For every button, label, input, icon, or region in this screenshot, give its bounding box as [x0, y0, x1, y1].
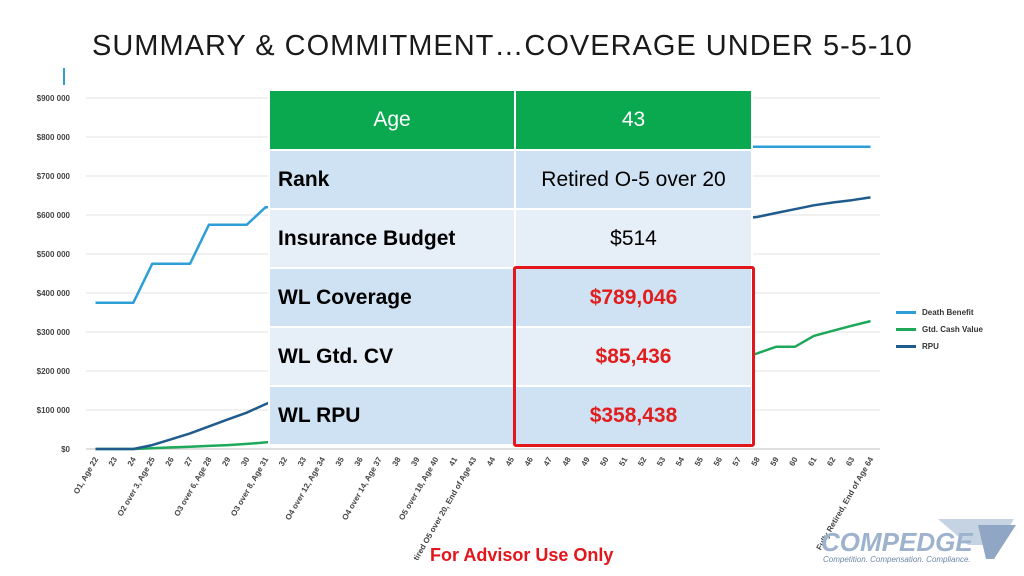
highlight-box [513, 266, 755, 447]
x-tick-label: 49 [579, 455, 592, 468]
x-tick-label: O2 over 3, Age 25 [116, 455, 157, 518]
x-tick-label: 60 [787, 455, 800, 468]
row-value: $514 [514, 208, 753, 269]
y-tick-label: $300 000 [37, 328, 71, 337]
x-tick-label: 57 [731, 455, 744, 468]
x-tick-label: 55 [693, 455, 706, 468]
logo-swoosh-icon [938, 519, 1016, 559]
x-tick-label: 38 [390, 455, 403, 468]
x-tick-label: 29 [220, 455, 233, 468]
row-value: $85,436 [514, 326, 753, 387]
x-tick-label: 63 [844, 455, 857, 468]
table-row: WL Coverage $789,046 [268, 267, 753, 328]
y-tick-label: $500 000 [37, 250, 71, 259]
x-tick-label: 44 [485, 455, 498, 468]
legend-swatch [896, 311, 916, 314]
x-tick-label: 45 [504, 455, 517, 468]
legend-item-death-benefit: Death Benefit [896, 304, 983, 321]
legend-item-rpu: RPU [896, 338, 983, 355]
x-tick-label: 48 [561, 455, 574, 468]
x-tick-label: 27 [182, 455, 195, 468]
title-accent-mark [63, 68, 65, 85]
table-row: Insurance Budget $514 [268, 208, 753, 269]
row-value: $789,046 [514, 267, 753, 328]
x-tick-label: 54 [674, 455, 687, 468]
legend-swatch [896, 328, 916, 331]
row-key: Insurance Budget [268, 208, 516, 269]
x-tick-label: 30 [239, 455, 252, 468]
footer-disclaimer: For Advisor Use Only [430, 545, 614, 565]
x-tick-label: O4 over 14, Age 37 [340, 455, 384, 522]
table-row: Rank Retired O-5 over 20 [268, 149, 753, 210]
x-tick-label: 50 [598, 455, 611, 468]
y-tick-label: $400 000 [37, 289, 71, 298]
legend-item-gtd-cash-value: Gtd. Cash Value [896, 321, 983, 338]
x-tick-label: O4 over 12, Age 34 [284, 455, 328, 522]
y-tick-label: $100 000 [37, 406, 71, 415]
x-tick-label: 56 [712, 455, 725, 468]
y-tick-label: $700 000 [37, 172, 71, 181]
x-tick-label: 61 [806, 455, 819, 468]
logo-tagline: Competition. Compensation. Compliance. [823, 555, 971, 564]
chart-legend: Death Benefit Gtd. Cash Value RPU [896, 304, 983, 355]
x-tick-label: 59 [769, 455, 782, 468]
y-tick-label: $600 000 [37, 211, 71, 220]
compedge-logo: COMPEDGE Competition. Compensation. Comp… [818, 515, 1018, 575]
legend-swatch [896, 345, 916, 348]
x-tick-label: 62 [825, 455, 838, 468]
row-key: WL Gtd. CV [268, 326, 516, 387]
row-key: WL Coverage [268, 267, 516, 328]
logo-word: COMPEDGE [821, 527, 973, 557]
table-header-row: Age 43 [268, 89, 753, 151]
y-tick-label: $200 000 [37, 367, 71, 376]
x-tick-label: 33 [296, 455, 309, 468]
row-key: Rank [268, 149, 516, 210]
legend-label: RPU [922, 342, 939, 351]
x-tick-label: O3 over 6, Age 28 [172, 455, 213, 518]
x-tick-label: 46 [523, 455, 536, 468]
x-tick-label: O1, Age 22 [72, 455, 101, 496]
x-tick-label: 53 [655, 455, 668, 468]
x-tick-label: 51 [617, 455, 630, 468]
x-tick-label: 39 [409, 455, 422, 468]
x-tick-label: 58 [750, 455, 763, 468]
x-tick-label: 47 [542, 455, 555, 468]
x-tick-label: 41 [447, 455, 460, 468]
x-tick-label: O3 over 8, Age 31 [229, 455, 270, 518]
y-tick-label: $900 000 [37, 94, 71, 103]
x-tick-label: 52 [636, 455, 649, 468]
x-tick-label: 35 [334, 455, 347, 468]
row-value: Retired O-5 over 20 [514, 149, 753, 210]
x-tick-label: 23 [107, 455, 120, 468]
x-tick-label: O5 over 18, Age 40 [397, 455, 441, 522]
row-key: WL RPU [268, 385, 516, 446]
y-tick-label: $0 [61, 445, 70, 454]
header-value: 43 [514, 89, 753, 151]
legend-label: Gtd. Cash Value [922, 325, 983, 334]
table-row: WL RPU $358,438 [268, 385, 753, 446]
x-tick-label: 26 [164, 455, 177, 468]
y-tick-label: $800 000 [37, 133, 71, 142]
header-key: Age [268, 89, 516, 151]
summary-table: Age 43 Rank Retired O-5 over 20 Insuranc… [268, 89, 753, 446]
table-row: WL Gtd. CV $85,436 [268, 326, 753, 387]
legend-label: Death Benefit [922, 308, 974, 317]
x-tick-label: 24 [126, 455, 139, 468]
row-value: $358,438 [514, 385, 753, 446]
slide-title: SUMMARY & COMMITMENT…COVERAGE UNDER 5-5-… [92, 30, 913, 62]
x-tick-label: 32 [277, 455, 290, 468]
x-tick-label: 36 [353, 455, 366, 468]
